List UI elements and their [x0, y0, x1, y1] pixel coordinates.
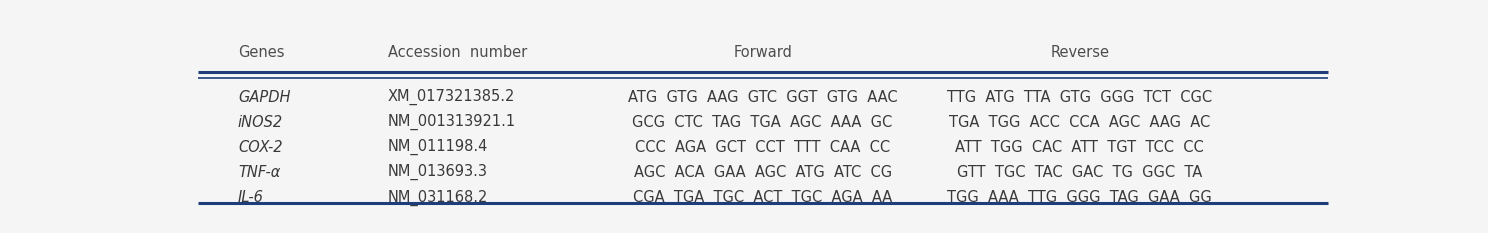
Text: NM_001313921.1: NM_001313921.1 [388, 114, 516, 130]
Text: CGA  TGA  TGC  ACT  TGC  AGA  AA: CGA TGA TGC ACT TGC AGA AA [632, 190, 893, 205]
Text: Accession  number: Accession number [388, 45, 527, 60]
Text: ATG  GTG  AAG  GTC  GGT  GTG  AAC: ATG GTG AAG GTC GGT GTG AAC [628, 89, 897, 105]
Text: IL-6: IL-6 [238, 190, 263, 205]
Text: GAPDH: GAPDH [238, 89, 290, 105]
Text: NM_013693.3: NM_013693.3 [388, 164, 488, 181]
Text: ATT  TGG  CAC  ATT  TGT  TCC  CC: ATT TGG CAC ATT TGT TCC CC [955, 140, 1204, 155]
Text: COX-2: COX-2 [238, 140, 283, 155]
Text: AGC  ACA  GAA  AGC  ATG  ATC  CG: AGC ACA GAA AGC ATG ATC CG [634, 165, 891, 180]
Text: CCC  AGA  GCT  CCT  TTT  CAA  CC: CCC AGA GCT CCT TTT CAA CC [635, 140, 890, 155]
Text: GCG  CTC  TAG  TGA  AGC  AAA  GC: GCG CTC TAG TGA AGC AAA GC [632, 115, 893, 130]
Text: Reverse: Reverse [1051, 45, 1109, 60]
Text: NM_011198.4: NM_011198.4 [388, 139, 488, 155]
Text: TGG  AAA  TTG  GGG  TAG  GAA  GG: TGG AAA TTG GGG TAG GAA GG [948, 190, 1213, 205]
Text: Genes: Genes [238, 45, 284, 60]
Text: Forward: Forward [734, 45, 792, 60]
Text: TGA  TGG  ACC  CCA  AGC  AAG  AC: TGA TGG ACC CCA AGC AAG AC [949, 115, 1210, 130]
Text: NM_031168.2: NM_031168.2 [388, 189, 488, 206]
Text: TNF-α: TNF-α [238, 165, 280, 180]
Text: XM_017321385.2: XM_017321385.2 [388, 89, 515, 105]
Text: iNOS2: iNOS2 [238, 115, 283, 130]
Text: GTT  TGC  TAC  GAC  TG  GGC  TA: GTT TGC TAC GAC TG GGC TA [957, 165, 1202, 180]
Text: TTG  ATG  TTA  GTG  GGG  TCT  CGC: TTG ATG TTA GTG GGG TCT CGC [948, 89, 1213, 105]
